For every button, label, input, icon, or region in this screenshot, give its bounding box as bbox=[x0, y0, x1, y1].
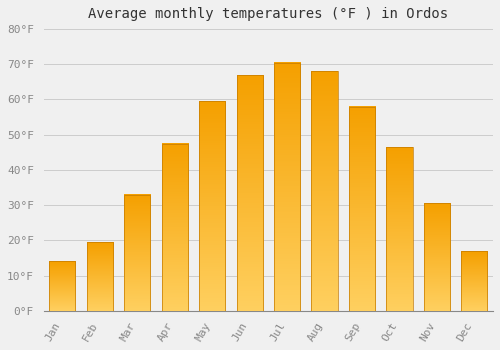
Bar bbox=[349, 106, 375, 311]
Bar bbox=[162, 144, 188, 311]
Bar bbox=[424, 203, 450, 311]
Bar bbox=[199, 101, 226, 311]
Bar bbox=[86, 242, 113, 311]
Title: Average monthly temperatures (°F ) in Ordos: Average monthly temperatures (°F ) in Or… bbox=[88, 7, 448, 21]
Bar bbox=[236, 75, 262, 311]
Bar bbox=[312, 71, 338, 311]
Bar bbox=[274, 63, 300, 311]
Bar bbox=[50, 261, 76, 311]
Bar bbox=[461, 251, 487, 311]
Bar bbox=[124, 195, 150, 311]
Bar bbox=[386, 147, 412, 311]
